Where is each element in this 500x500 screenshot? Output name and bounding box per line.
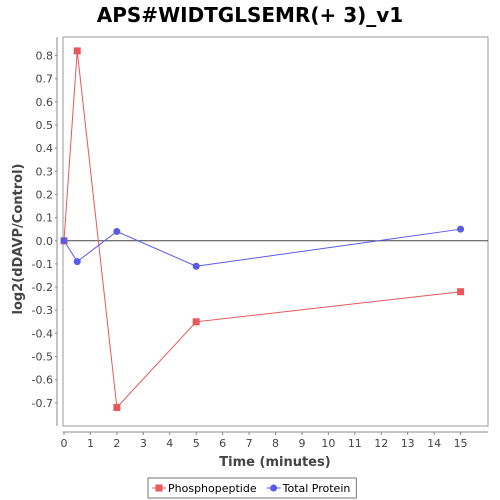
x-tick-label: 3 — [140, 437, 147, 450]
y-tick-label: -0.4 — [32, 327, 53, 340]
y-tick-label: 0.1 — [36, 212, 54, 225]
x-tick-label: 10 — [321, 437, 335, 450]
data-point — [457, 225, 465, 233]
legend-label-phosphopeptide: Phosphopeptide — [168, 482, 257, 495]
y-tick-label: 0.0 — [36, 235, 54, 248]
x-axis-title: Time (minutes) — [219, 455, 330, 470]
x-tick-label: 7 — [246, 437, 253, 450]
data-point — [73, 258, 81, 266]
data-point — [73, 47, 81, 55]
x-tick-label: 9 — [298, 437, 305, 450]
x-axis: 0 1 2 3 4 5 6 7 8 9 10 11 12 13 14 15 — [61, 431, 488, 450]
y-tick-label: 0.6 — [36, 96, 54, 109]
y-tick-label: 0.3 — [36, 165, 54, 178]
x-tick-label: 14 — [427, 437, 441, 450]
y-tick-label: -0.1 — [32, 258, 53, 271]
data-point — [60, 237, 68, 245]
y-tick-label: 0.7 — [36, 73, 54, 86]
x-tick-label: 4 — [166, 437, 173, 450]
x-tick-label: 5 — [193, 437, 200, 450]
y-axis: 0.8 0.7 0.6 0.5 0.4 0.3 0.2 0.1 0.0 -0.1 -0.2 -0.3 -… — [32, 37, 58, 426]
plot-area — [62, 36, 489, 427]
legend-label-total-protein: Total Protein — [282, 482, 351, 495]
data-point — [192, 318, 200, 326]
x-tick-label: 12 — [374, 437, 388, 450]
chart-title: APS#WIDTGLSEMR(+ 3)_v1 — [97, 3, 403, 27]
series-total-protein — [60, 225, 465, 270]
x-tick-label: 13 — [401, 437, 415, 450]
legend-marker-phosphopeptide — [155, 484, 163, 492]
x-tick-label: 11 — [348, 437, 362, 450]
legend: Phosphopeptide Total Protein — [147, 477, 357, 499]
x-tick-label: 15 — [454, 437, 468, 450]
y-tick-label: -0.5 — [32, 351, 53, 364]
y-tick-label: 0.4 — [36, 142, 54, 155]
data-point — [113, 228, 121, 235]
legend-marker-total-protein — [270, 484, 278, 492]
x-tick-label: 0 — [61, 437, 68, 450]
x-tick-label: 2 — [113, 437, 120, 450]
data-point — [457, 288, 465, 296]
data-point — [113, 403, 121, 411]
y-tick-label: 0.2 — [36, 188, 54, 201]
y-tick-label: -0.7 — [32, 397, 53, 410]
x-tick-label: 6 — [219, 437, 226, 450]
y-tick-label: 0.8 — [36, 50, 54, 63]
legend-box — [147, 477, 357, 499]
y-axis-title: log2(dDAVP/Control) — [11, 164, 26, 315]
data-point — [192, 262, 200, 270]
x-tick-label: 8 — [272, 437, 279, 450]
y-tick-label: -0.3 — [32, 304, 53, 317]
y-tick-label: -0.2 — [32, 281, 53, 294]
y-tick-label: -0.6 — [32, 374, 53, 387]
series-layer — [60, 47, 465, 411]
y-tick-label: 0.5 — [36, 119, 54, 132]
x-tick-label: 1 — [87, 437, 94, 450]
